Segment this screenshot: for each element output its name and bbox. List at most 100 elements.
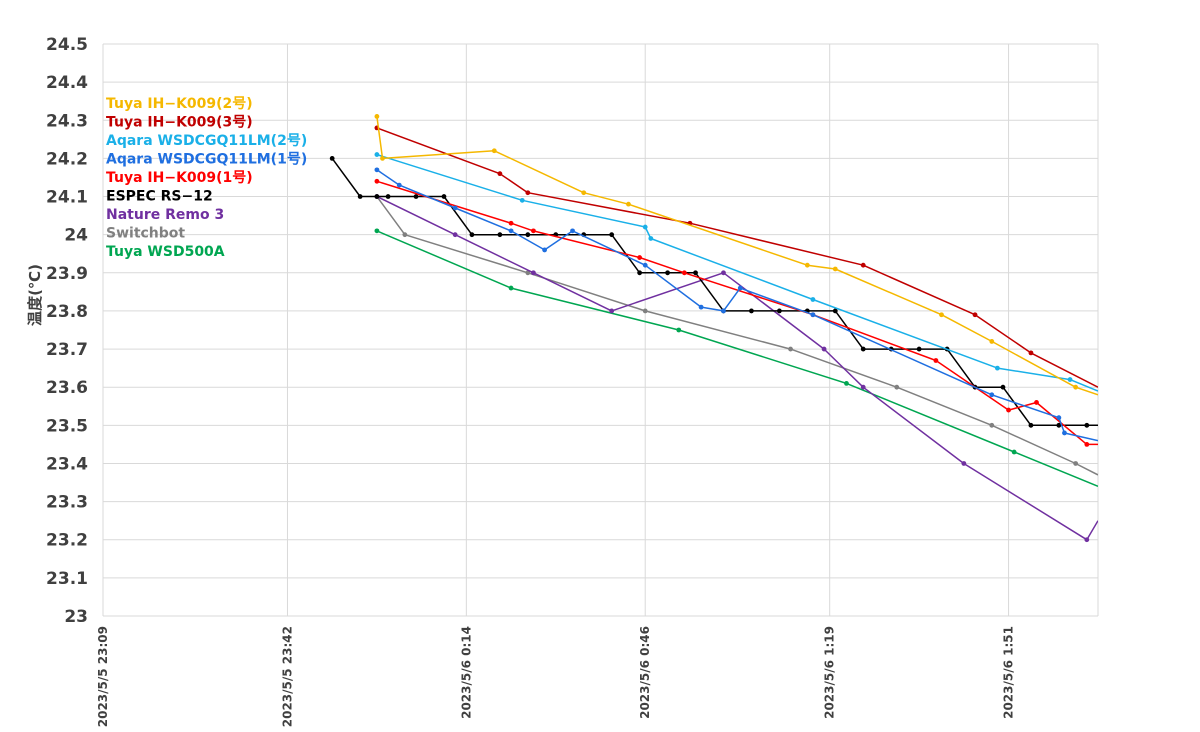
legend-entry: Nature Remo 3 (106, 207, 224, 223)
data-point (374, 228, 380, 234)
data-point (374, 114, 380, 119)
data-point (693, 270, 698, 276)
series (374, 114, 1098, 396)
data-point (452, 205, 458, 211)
data-point (721, 308, 726, 314)
y-tick-label: 23.5 (46, 416, 88, 436)
data-point (497, 232, 503, 238)
data-point (508, 220, 514, 226)
data-point (374, 152, 380, 157)
legend-entry: Tuya IH−K009(1号) (106, 170, 253, 186)
data-point (1073, 384, 1079, 390)
data-point (637, 255, 643, 260)
data-point (609, 232, 615, 238)
data-point (698, 304, 704, 310)
legend-entry: Tuya IH−K009(3号) (106, 115, 253, 131)
data-point (380, 156, 385, 161)
data-point (581, 190, 587, 196)
data-point (642, 224, 648, 230)
data-point (648, 236, 654, 241)
y-tick-label: 24.5 (46, 35, 88, 55)
data-point (609, 308, 615, 314)
data-point (642, 308, 648, 314)
data-point (570, 228, 575, 234)
data-point (989, 392, 995, 398)
y-tick-label: 24.4 (46, 73, 88, 93)
data-point (469, 232, 475, 238)
data-point (508, 285, 514, 291)
y-tick-label: 23 (64, 607, 88, 627)
data-point (804, 262, 810, 268)
legend-entry: Aqara WSDCGQ11LM(1号) (106, 152, 307, 168)
data-point (665, 270, 670, 276)
data-point (329, 156, 335, 161)
data-point (519, 197, 525, 203)
x-axis-ticks: 2023/5/5 23:09 2023/5/5 23:42 2023/5/6 0:1… (96, 626, 1016, 727)
data-point (961, 461, 967, 466)
data-point (1034, 400, 1039, 405)
data-point (894, 384, 900, 390)
x-tick-label: 2023/5/6 0:14 (459, 626, 473, 719)
series (374, 167, 1098, 442)
data-point (1056, 422, 1062, 428)
y-tick-label: 23.7 (46, 340, 88, 360)
x-tick-label: 2023/5/6 0:46 (638, 626, 652, 719)
data-point (832, 266, 838, 272)
legend-entry: Aqara WSDCGQ11LM(2号) (106, 133, 307, 149)
data-point (1084, 422, 1090, 428)
data-point (776, 308, 782, 314)
data-point (681, 270, 687, 276)
data-point (402, 232, 408, 238)
data-point (1056, 415, 1062, 421)
data-point (357, 194, 363, 199)
data-point (676, 327, 682, 333)
data-point (810, 312, 816, 318)
data-point (1067, 377, 1073, 382)
data-point (737, 285, 743, 291)
series-line (331, 157, 1098, 427)
data-point (994, 365, 1000, 371)
data-point (525, 190, 531, 196)
series-group (329, 114, 1098, 543)
data-point (1028, 422, 1034, 428)
data-point (413, 194, 419, 199)
data-point (508, 228, 514, 234)
data-point (721, 270, 726, 276)
data-point (939, 312, 944, 318)
data-point (844, 380, 849, 386)
y-tick-label: 23.4 (46, 454, 88, 474)
data-point (916, 346, 922, 352)
legend-entry: ESPEC RS−12 (106, 189, 213, 205)
y-axis-ticks: 23 23.1 23.2 23.3 23.4 23.5 23.6 23.7 23.8 23.9 24… (46, 35, 88, 627)
data-point (1006, 407, 1011, 413)
data-point (531, 228, 536, 234)
data-point (626, 201, 631, 207)
data-point (972, 312, 978, 318)
y-tick-label: 23.2 (46, 531, 88, 551)
series-line (376, 230, 1098, 487)
data-point (642, 262, 648, 268)
data-point (637, 270, 643, 276)
y-tick-label: 23.8 (46, 302, 88, 322)
data-point (810, 297, 816, 302)
data-point (396, 182, 402, 188)
data-point (452, 232, 458, 238)
data-point (1073, 461, 1079, 466)
data-point (860, 384, 866, 390)
data-point (385, 194, 391, 199)
data-point (1028, 350, 1034, 356)
y-tick-label: 24 (64, 226, 88, 246)
series (374, 228, 1098, 487)
y-tick-label: 23.9 (46, 264, 88, 284)
data-point (525, 232, 531, 238)
data-point (1062, 430, 1067, 436)
data-point (1084, 442, 1090, 447)
legend-entry: Switchbot (106, 226, 185, 242)
y-tick-label: 24.3 (46, 111, 88, 131)
data-point (491, 148, 497, 154)
data-point (497, 171, 503, 177)
data-point (441, 194, 447, 199)
legend: Tuya IH−K009(2号) Tuya IH−K009(3号) Aqara WS… (106, 96, 307, 260)
